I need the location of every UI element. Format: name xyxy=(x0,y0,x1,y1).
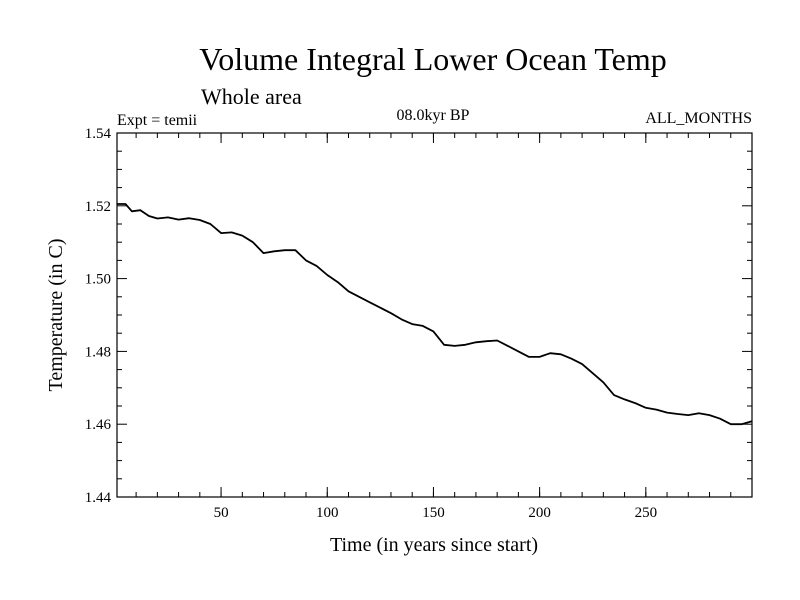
y-tick-label: 1.46 xyxy=(85,417,112,433)
x-tick-label: 200 xyxy=(528,505,551,521)
plot-frame xyxy=(116,132,753,498)
y-tick-label: 1.54 xyxy=(85,126,112,142)
y-tick-label: 1.48 xyxy=(85,344,111,360)
y-tick-label: 1.50 xyxy=(85,272,111,288)
axis-ticks xyxy=(117,132,752,498)
y-axis-label: Temperature (in C) xyxy=(45,239,67,392)
months-label: ALL_MONTHS xyxy=(645,110,752,127)
series-line-temii xyxy=(117,203,753,426)
y-tick-label: 1.44 xyxy=(85,490,112,506)
period-label: 08.0kyr BP xyxy=(397,107,470,124)
experiment-label: Expt = temii xyxy=(117,112,198,129)
x-tick-label: 50 xyxy=(214,505,229,521)
x-tick-label: 250 xyxy=(635,505,658,521)
series-layer xyxy=(117,203,753,426)
tick-labels: 50 100 150 200 250 1.44 1.46 1.48 1.50 1.52 1.54 xyxy=(85,126,657,521)
chart-title: Volume Integral Lower Ocean Temp xyxy=(199,41,667,77)
y-tick-label: 1.52 xyxy=(85,199,111,215)
x-tick-label: 100 xyxy=(316,505,339,521)
chart-subtitle: Whole area xyxy=(201,84,302,109)
x-axis-label: Time (in years since start) xyxy=(330,534,538,556)
x-tick-label: 150 xyxy=(422,505,445,521)
